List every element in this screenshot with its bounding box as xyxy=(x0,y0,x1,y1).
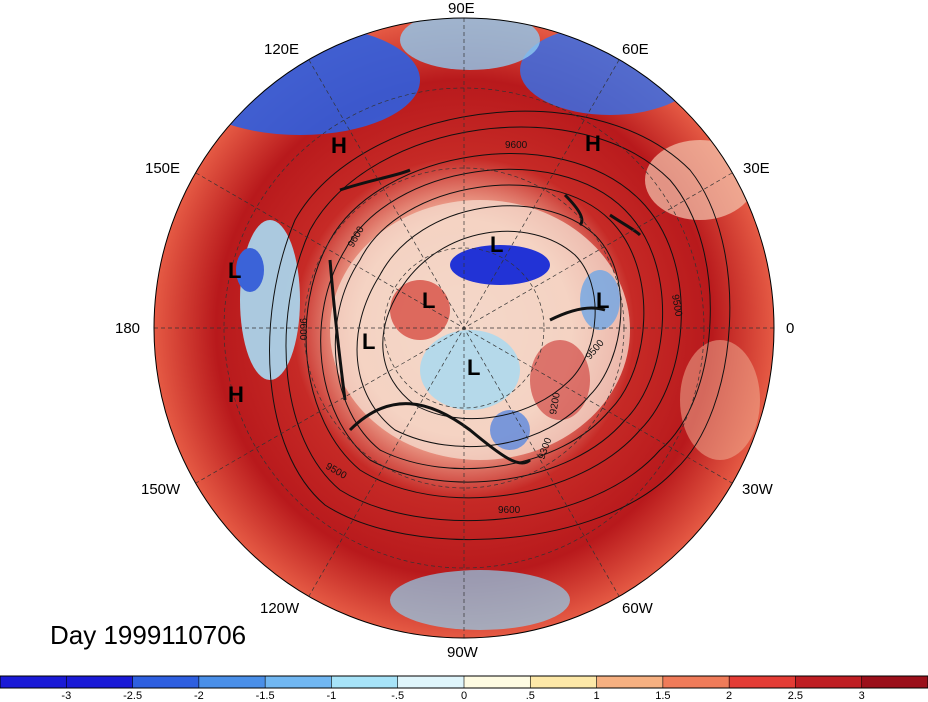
colorbar xyxy=(0,675,928,689)
colorbar-tick-label: 0 xyxy=(460,690,468,702)
colorbar-swatch xyxy=(662,675,730,689)
map-boundary xyxy=(153,17,775,639)
contour-labels: 9600 9500 9200 9300 9500 9600 9500 9600 … xyxy=(297,140,684,516)
colorbar-swatch xyxy=(65,675,134,689)
lon-label-150e: 150E xyxy=(145,160,181,177)
colorbar-tick-label: 1 xyxy=(593,690,600,702)
colorbar-tick-label: -2 xyxy=(194,690,204,702)
lon-label-30e: 30E xyxy=(743,160,770,177)
lon-label-90w: 90W xyxy=(447,644,478,661)
high-center: H xyxy=(228,382,244,407)
colorbar-tick-label: -.5 xyxy=(391,690,405,702)
lon-label-60e: 60E xyxy=(622,41,649,58)
contour-label: 9600 xyxy=(297,318,308,341)
low-center: L xyxy=(467,355,480,380)
colorbar-tick-label: -1 xyxy=(326,690,337,702)
colorbar-swatch xyxy=(0,675,68,689)
colorbar-swatch xyxy=(264,675,333,689)
colorbar-swatch xyxy=(529,675,598,689)
colorbar-swatch xyxy=(463,675,532,689)
lon-label-30w: 30W xyxy=(742,481,773,498)
colorbar-tick-label: 1.5 xyxy=(655,690,671,702)
colorbar-swatch xyxy=(132,675,200,689)
colorbar-swatch xyxy=(331,675,399,689)
colorbar-swatch xyxy=(861,675,928,689)
contour-label: 9600 xyxy=(498,505,521,516)
cold-anomaly-north xyxy=(180,25,420,135)
colorbar-swatch xyxy=(728,675,797,689)
jet-streams xyxy=(328,168,642,465)
colorbar-swatch xyxy=(397,675,465,689)
lon-label-180: 180 xyxy=(115,320,141,337)
graticule xyxy=(154,18,774,638)
colorbar-swatch xyxy=(198,675,266,689)
high-center: H xyxy=(585,131,601,156)
contour-label: 9600 xyxy=(505,140,528,151)
cold-anomaly-center xyxy=(450,245,550,285)
low-center: L xyxy=(490,232,503,257)
contour-label: 9500 xyxy=(669,294,684,318)
lon-label-0: 0 xyxy=(786,320,795,337)
high-center: H xyxy=(331,133,347,158)
lon-label-120e: 120E xyxy=(264,41,300,58)
lon-label-120w: 120W xyxy=(260,600,300,617)
cold-anomaly-northeast xyxy=(520,25,700,115)
contour-label: 9200 xyxy=(548,391,563,415)
colorbar-tick-label: -2.5 xyxy=(123,690,143,702)
colorbar-tick-label: 3 xyxy=(858,690,865,702)
low-center: L xyxy=(596,288,609,313)
low-center: L xyxy=(422,288,435,313)
colorbar-tick-label: -3 xyxy=(61,690,72,702)
colorbar-tick-label: 2.5 xyxy=(787,690,804,702)
lon-label-90e: 90E xyxy=(448,0,475,17)
colorbar-tick-label: -1.5 xyxy=(255,690,275,702)
pressure-centers: H H H L L L L L L xyxy=(228,131,609,407)
lon-label-60w: 60W xyxy=(622,600,653,617)
colorbar-swatch xyxy=(596,675,664,689)
lon-label-150w: 150W xyxy=(141,481,181,498)
colorbar-tick-label: 2 xyxy=(726,690,733,702)
map-title: Day 1999110706 xyxy=(50,620,247,650)
colorbar-swatch xyxy=(795,675,863,689)
low-center: L xyxy=(228,258,241,283)
low-center: L xyxy=(362,329,375,354)
colorbar-tick-label: .5 xyxy=(525,690,535,702)
